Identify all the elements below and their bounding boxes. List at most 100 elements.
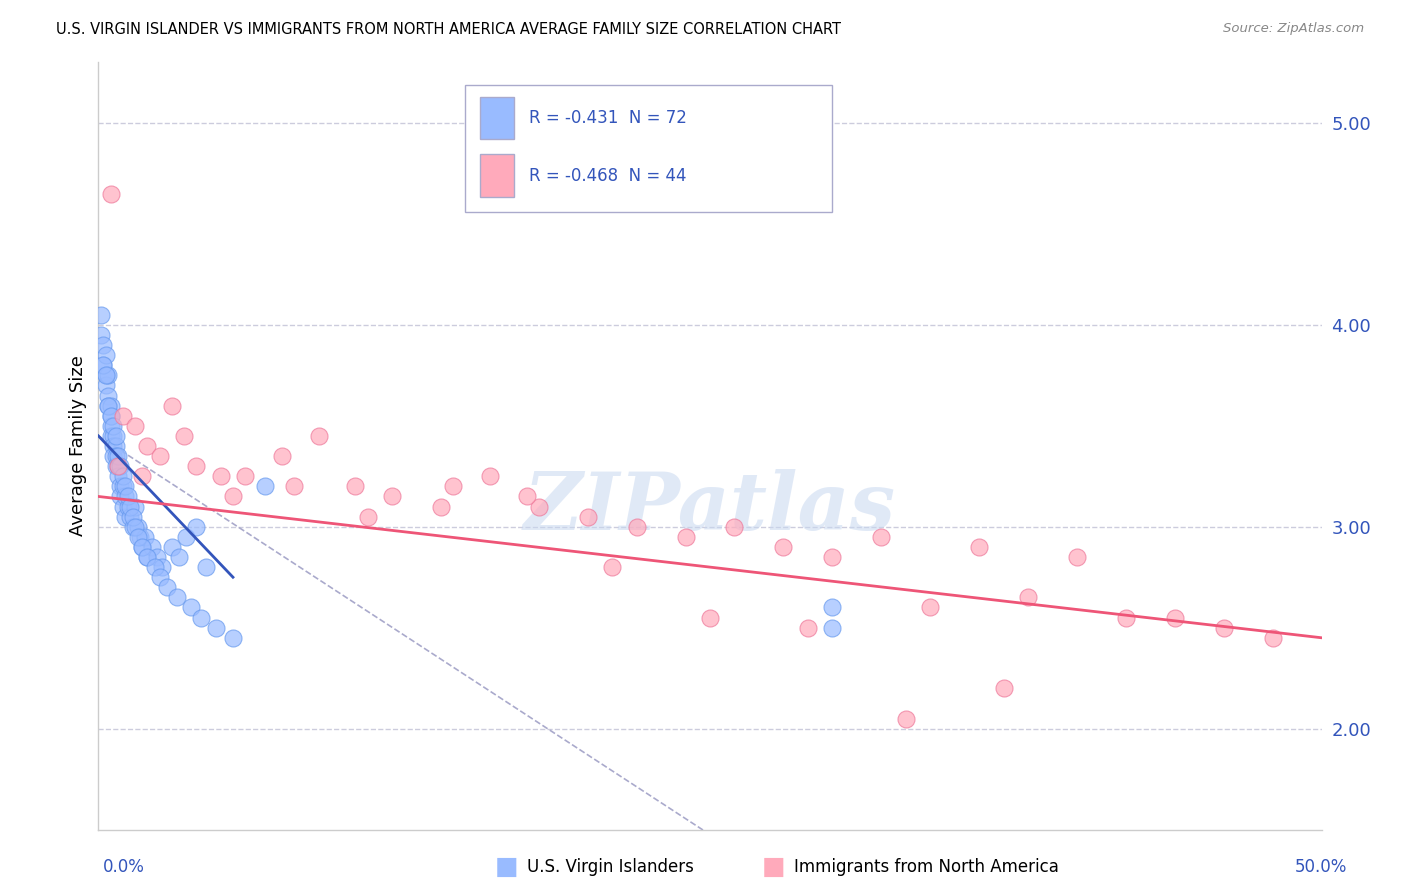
Point xyxy=(101,439,124,453)
Point xyxy=(160,399,183,413)
Point xyxy=(101,418,124,433)
Point xyxy=(253,479,276,493)
Point xyxy=(101,429,124,443)
Point xyxy=(111,500,134,514)
Point xyxy=(1261,631,1284,645)
Point xyxy=(699,610,721,624)
Point xyxy=(124,500,146,514)
Point xyxy=(173,429,195,443)
Point xyxy=(136,549,159,564)
Point xyxy=(104,449,127,463)
Bar xyxy=(479,97,515,139)
Point xyxy=(131,540,153,554)
Text: R = -0.431  N = 72: R = -0.431 N = 72 xyxy=(529,109,688,127)
Point xyxy=(136,549,159,564)
Point xyxy=(527,500,550,514)
Point xyxy=(127,530,149,544)
Point xyxy=(100,429,122,443)
Point xyxy=(772,540,794,554)
Point xyxy=(100,409,122,423)
Point xyxy=(723,520,745,534)
Point xyxy=(149,449,172,463)
Point xyxy=(176,530,198,544)
Point xyxy=(104,459,127,474)
Point xyxy=(94,378,117,392)
Point xyxy=(166,591,188,605)
Point xyxy=(894,712,917,726)
Point xyxy=(180,600,202,615)
Bar xyxy=(479,154,515,197)
Point xyxy=(94,348,117,362)
Point xyxy=(441,479,464,493)
Point xyxy=(111,409,134,423)
Point xyxy=(120,500,142,514)
Point xyxy=(167,549,190,564)
Point xyxy=(114,490,136,504)
Point xyxy=(150,560,173,574)
Point xyxy=(107,469,129,483)
Point xyxy=(626,520,648,534)
Point xyxy=(107,449,129,463)
Point xyxy=(100,186,122,201)
Point xyxy=(117,500,139,514)
Point xyxy=(110,459,132,474)
Point xyxy=(114,479,136,493)
Point xyxy=(195,560,218,574)
Point xyxy=(430,500,453,514)
Text: ■: ■ xyxy=(762,855,785,879)
Point xyxy=(478,469,501,483)
Text: U.S. Virgin Islanders: U.S. Virgin Islanders xyxy=(527,858,695,876)
Point xyxy=(270,449,294,463)
Point xyxy=(205,621,228,635)
Point xyxy=(1212,621,1234,635)
Point xyxy=(110,490,132,504)
Point xyxy=(114,509,136,524)
Text: 0.0%: 0.0% xyxy=(103,858,145,876)
Point xyxy=(110,479,132,493)
Text: U.S. VIRGIN ISLANDER VS IMMIGRANTS FROM NORTH AMERICA AVERAGE FAMILY SIZE CORREL: U.S. VIRGIN ISLANDER VS IMMIGRANTS FROM … xyxy=(56,22,841,37)
Point xyxy=(143,560,166,574)
Point xyxy=(209,469,232,483)
Point xyxy=(129,530,152,544)
Point xyxy=(576,509,599,524)
Text: R = -0.468  N = 44: R = -0.468 N = 44 xyxy=(529,167,686,185)
Point xyxy=(222,631,245,645)
Point xyxy=(797,621,820,635)
Point xyxy=(117,490,139,504)
Point xyxy=(121,509,143,524)
Point xyxy=(90,308,112,322)
Point xyxy=(1017,591,1039,605)
Point xyxy=(344,479,367,493)
Point xyxy=(308,429,330,443)
Point xyxy=(111,479,134,493)
Point xyxy=(993,681,1015,696)
Point xyxy=(141,540,163,554)
Point xyxy=(1115,610,1137,624)
Point xyxy=(233,469,256,483)
Point xyxy=(186,520,208,534)
Point xyxy=(283,479,305,493)
Point xyxy=(101,449,124,463)
Point xyxy=(97,399,120,413)
Point xyxy=(821,549,844,564)
Point xyxy=(821,600,844,615)
Point xyxy=(967,540,990,554)
Point xyxy=(111,469,134,483)
Point xyxy=(160,540,183,554)
Text: 50.0%: 50.0% xyxy=(1295,858,1347,876)
Point xyxy=(222,490,245,504)
Point xyxy=(91,338,114,352)
Point xyxy=(100,409,122,423)
Point xyxy=(136,439,159,453)
Point xyxy=(121,520,143,534)
Point xyxy=(107,459,129,474)
Point xyxy=(94,368,117,383)
Point xyxy=(600,560,623,574)
Point xyxy=(100,399,122,413)
Point xyxy=(131,469,153,483)
Point xyxy=(124,520,146,534)
Point xyxy=(90,328,112,343)
Text: Source: ZipAtlas.com: Source: ZipAtlas.com xyxy=(1223,22,1364,36)
Point xyxy=(515,490,537,504)
Point xyxy=(381,490,404,504)
